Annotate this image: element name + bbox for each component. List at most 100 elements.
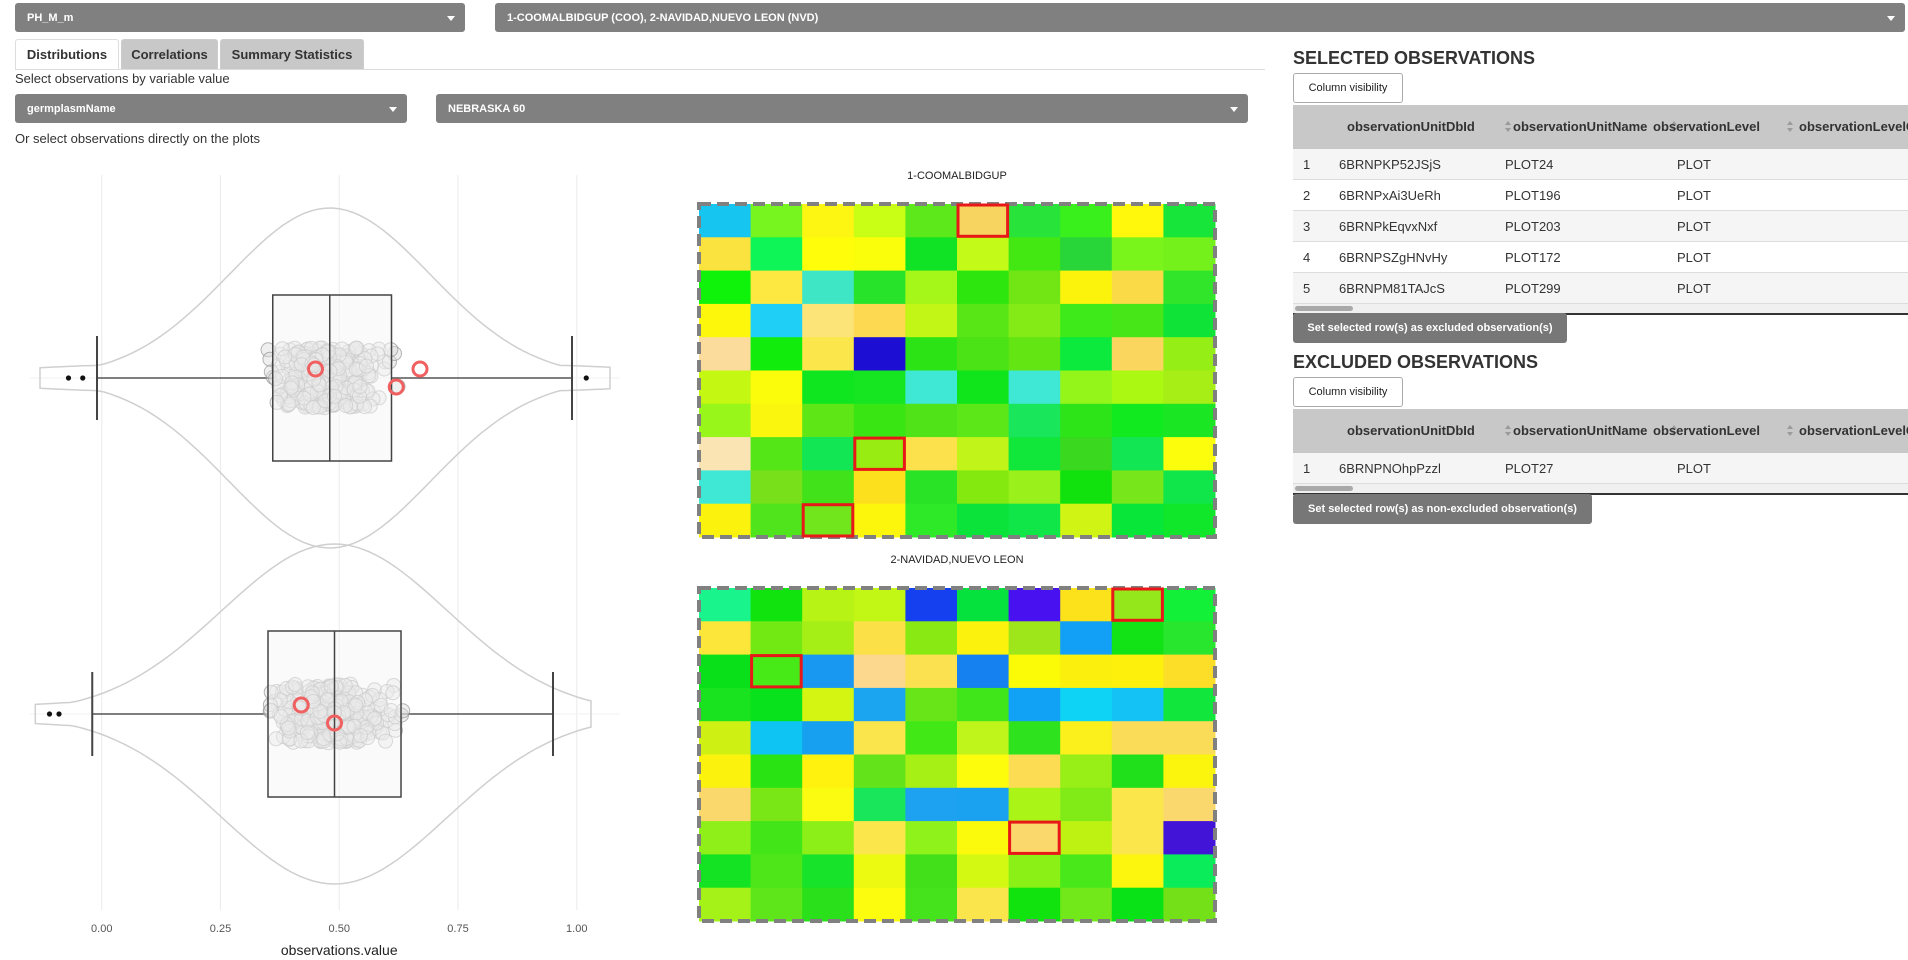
set-excluded-button[interactable]: Set selected row(s) as excluded observat… bbox=[1293, 313, 1567, 343]
plot-cell[interactable] bbox=[802, 337, 855, 371]
plot-cell[interactable] bbox=[1008, 721, 1061, 755]
plot-cell[interactable] bbox=[802, 270, 855, 305]
plot-cell[interactable] bbox=[905, 721, 958, 755]
plot-cell[interactable] bbox=[853, 588, 906, 622]
plot-cell[interactable] bbox=[957, 270, 1010, 305]
plot-cell[interactable] bbox=[957, 754, 1010, 789]
plot-cell[interactable] bbox=[1163, 887, 1216, 922]
column-header[interactable]: observationLevel bbox=[1653, 423, 1760, 438]
plot-cell[interactable] bbox=[1163, 754, 1216, 789]
plot-cell[interactable] bbox=[802, 654, 855, 689]
plot-cell[interactable] bbox=[905, 337, 958, 371]
plot-cell[interactable] bbox=[1008, 403, 1061, 438]
plot-cell[interactable] bbox=[699, 787, 752, 822]
plot-cell[interactable] bbox=[853, 237, 906, 272]
plot-cell[interactable] bbox=[1008, 237, 1061, 272]
plot-cell[interactable] bbox=[1111, 403, 1164, 438]
plot-cell[interactable] bbox=[1111, 821, 1164, 855]
plot-cell[interactable] bbox=[1008, 588, 1061, 622]
plot-cell[interactable] bbox=[957, 204, 1010, 238]
plot-cell[interactable] bbox=[905, 403, 958, 438]
plot-cell[interactable] bbox=[1060, 437, 1113, 471]
plot-cell[interactable] bbox=[802, 303, 855, 338]
plot-cell[interactable] bbox=[1163, 721, 1216, 755]
plot-cell[interactable] bbox=[750, 654, 803, 689]
distribution-plot[interactable]: 0.00 0.25 0.50 0.75 1.00 observations.value bbox=[30, 165, 620, 960]
tab-correlations[interactable]: Correlations bbox=[121, 39, 218, 69]
plot-cell[interactable] bbox=[1163, 370, 1216, 405]
plot-cell[interactable] bbox=[802, 821, 855, 855]
plot-cell[interactable] bbox=[905, 503, 958, 538]
set-non-excluded-button[interactable]: Set selected row(s) as non-excluded obse… bbox=[1293, 494, 1592, 524]
plot-cell[interactable] bbox=[1060, 303, 1113, 338]
plot-cell[interactable] bbox=[1008, 204, 1061, 238]
sort-icon[interactable] bbox=[1505, 425, 1512, 437]
selected-plot-cell[interactable] bbox=[1008, 820, 1061, 855]
plot-cell[interactable] bbox=[905, 588, 958, 622]
plot-cell[interactable] bbox=[750, 854, 803, 889]
scrollbar-thumb[interactable] bbox=[1295, 486, 1353, 491]
plot-cell[interactable] bbox=[1060, 588, 1113, 622]
plot-cell[interactable] bbox=[750, 821, 803, 855]
plot-cell[interactable] bbox=[750, 588, 803, 622]
plot-cell[interactable] bbox=[699, 687, 752, 722]
plot-cell[interactable] bbox=[1008, 337, 1061, 371]
plot-cell[interactable] bbox=[905, 437, 958, 471]
plot-cell[interactable] bbox=[750, 754, 803, 789]
plot-cell[interactable] bbox=[1060, 621, 1113, 656]
column-header[interactable]: observationUnitDbId bbox=[1347, 119, 1475, 134]
plot-cell[interactable] bbox=[1163, 470, 1216, 505]
plot-cell[interactable] bbox=[1008, 503, 1061, 538]
field-heatmap-1[interactable] bbox=[695, 200, 1219, 541]
plot-cell[interactable] bbox=[1163, 687, 1216, 722]
plot-cell[interactable] bbox=[957, 687, 1010, 722]
plot-cell[interactable] bbox=[1060, 787, 1113, 822]
plot-cell[interactable] bbox=[750, 437, 803, 471]
plot-cell[interactable] bbox=[1163, 621, 1216, 656]
plot-cell[interactable] bbox=[853, 403, 906, 438]
filter-value-select[interactable]: NEBRASKA 60 bbox=[436, 94, 1248, 123]
sort-icon[interactable] bbox=[1671, 121, 1678, 133]
plot-cell[interactable] bbox=[1163, 337, 1216, 371]
plot-cell[interactable] bbox=[1163, 303, 1216, 338]
plot-cell[interactable] bbox=[699, 821, 752, 855]
plot-cell[interactable] bbox=[853, 621, 906, 656]
plot-cell[interactable] bbox=[853, 787, 906, 822]
plot-cell[interactable] bbox=[750, 204, 803, 238]
plot-cell[interactable] bbox=[1008, 370, 1061, 405]
studies-select[interactable]: 1-COOMALBIDGUP (COO), 2-NAVIDAD,NUEVO LE… bbox=[495, 3, 1905, 32]
plot-cell[interactable] bbox=[1008, 437, 1061, 471]
plot-cell[interactable] bbox=[699, 270, 752, 305]
plot-cell[interactable] bbox=[1060, 503, 1113, 538]
plot-cell[interactable] bbox=[699, 470, 752, 505]
plot-cell[interactable] bbox=[1111, 687, 1164, 722]
plot-cell[interactable] bbox=[1163, 237, 1216, 272]
plot-cell[interactable] bbox=[699, 237, 752, 272]
plot-cell[interactable] bbox=[853, 887, 906, 922]
plot-cell[interactable] bbox=[699, 721, 752, 755]
plot-cell[interactable] bbox=[699, 754, 752, 789]
plot-cell[interactable] bbox=[905, 854, 958, 889]
table-row[interactable]: 2 6BRNPxAi3UeRh PLOT196 PLOT bbox=[1293, 180, 1908, 211]
plot-cell[interactable] bbox=[1060, 721, 1113, 755]
column-header[interactable]: observationUnitName bbox=[1513, 119, 1648, 134]
plot-cell[interactable] bbox=[750, 370, 803, 405]
column-visibility-button[interactable]: Column visibility bbox=[1293, 73, 1403, 103]
plot-cell[interactable] bbox=[1111, 787, 1164, 822]
plot-cell[interactable] bbox=[1111, 370, 1164, 405]
plot-cell[interactable] bbox=[1008, 270, 1061, 305]
plot-cell[interactable] bbox=[1111, 503, 1164, 538]
plot-cell[interactable] bbox=[905, 204, 958, 238]
plot-cell[interactable] bbox=[699, 887, 752, 922]
plot-cell[interactable] bbox=[1111, 237, 1164, 272]
plot-cell[interactable] bbox=[1111, 654, 1164, 689]
plot-cell[interactable] bbox=[905, 654, 958, 689]
plot-cell[interactable] bbox=[1060, 854, 1113, 889]
plot-cell[interactable] bbox=[1060, 654, 1113, 689]
plot-cell[interactable] bbox=[1060, 337, 1113, 371]
plot-cell[interactable] bbox=[905, 621, 958, 656]
tab-summary-statistics[interactable]: Summary Statistics bbox=[220, 39, 364, 69]
plot-cell[interactable] bbox=[750, 303, 803, 338]
plot-cell[interactable] bbox=[853, 754, 906, 789]
plot-cell[interactable] bbox=[802, 787, 855, 822]
